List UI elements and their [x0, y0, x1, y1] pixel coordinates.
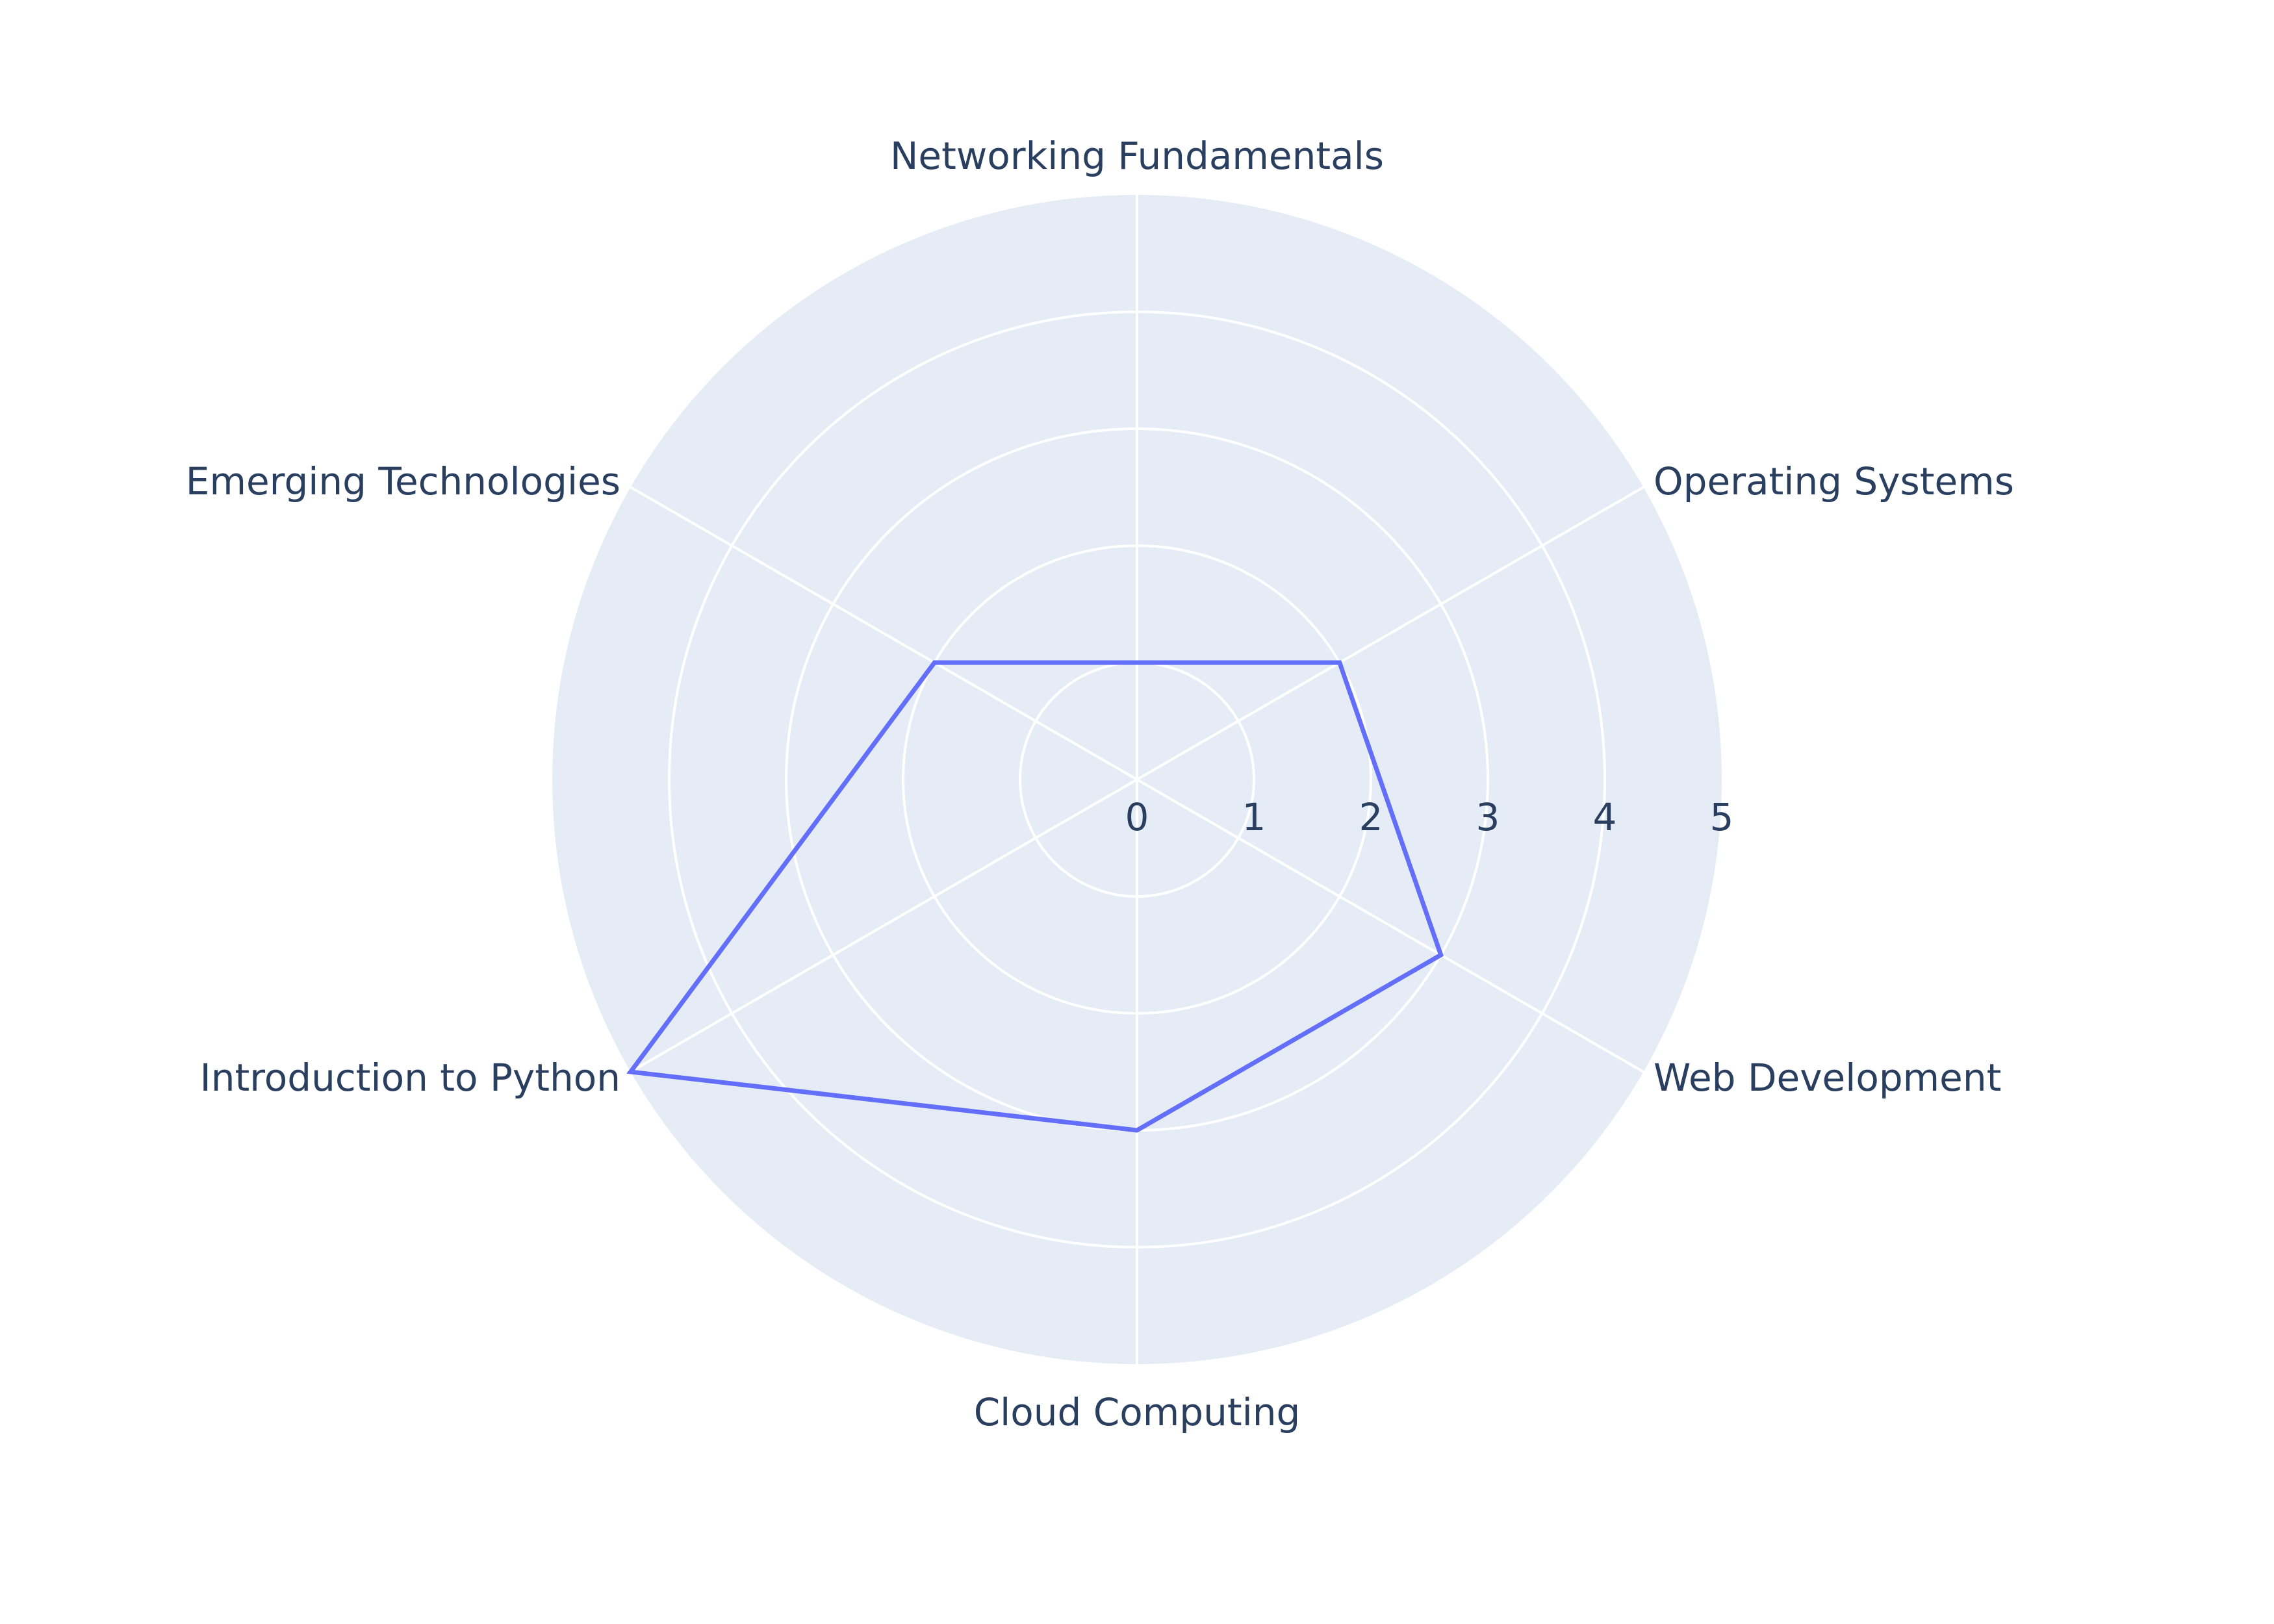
- grid-spoke: [630, 486, 1138, 781]
- category-label: Introduction to Python: [200, 1056, 620, 1100]
- radial-tick-label: 2: [1359, 795, 1383, 839]
- radial-tick-label: 1: [1242, 795, 1266, 839]
- series-layer: [626, 660, 1444, 1133]
- category-label: Web Development: [1654, 1056, 2001, 1100]
- category-label: Networking Fundamentals: [890, 134, 1384, 178]
- radial-tick-label: 0: [1125, 795, 1149, 839]
- category-label: Emerging Technologies: [186, 459, 620, 503]
- category-label: Operating Systems: [1654, 459, 2014, 503]
- category-labels: Networking Fundamentals Operating Systems…: [186, 134, 2014, 1434]
- radial-tick-label: 5: [1710, 795, 1734, 839]
- grid-spoke: [1136, 778, 1644, 1073]
- radial-tick-labels: 0 1 2 3 4 5: [1125, 795, 1734, 839]
- grid-spoke: [1136, 486, 1644, 781]
- grid-spoke: [630, 778, 1138, 1073]
- angular-grid: [630, 195, 1644, 1364]
- radial-tick-label: 4: [1593, 795, 1617, 839]
- radial-tick-label: 3: [1476, 795, 1500, 839]
- category-label: Cloud Computing: [974, 1390, 1301, 1434]
